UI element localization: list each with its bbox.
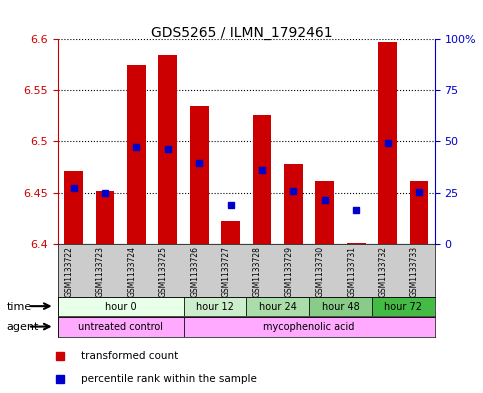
Bar <box>372 297 435 316</box>
Bar <box>158 55 177 244</box>
Text: hour 0: hour 0 <box>105 301 137 312</box>
Text: time: time <box>6 302 31 312</box>
Bar <box>378 42 397 244</box>
Text: agent: agent <box>6 322 39 332</box>
Text: mycophenolic acid: mycophenolic acid <box>263 322 355 332</box>
Text: GSM1133729: GSM1133729 <box>284 246 294 298</box>
Bar <box>96 191 114 244</box>
Text: GSM1133726: GSM1133726 <box>190 246 199 298</box>
Bar <box>64 171 83 244</box>
Bar <box>309 297 372 316</box>
Bar <box>184 317 435 337</box>
Text: GSM1133732: GSM1133732 <box>379 246 387 298</box>
Text: GSM1133730: GSM1133730 <box>316 246 325 298</box>
Text: GSM1133733: GSM1133733 <box>410 246 419 298</box>
Bar <box>190 106 209 244</box>
Bar <box>347 242 366 244</box>
Text: GSM1133731: GSM1133731 <box>347 246 356 298</box>
Bar <box>246 297 309 316</box>
Bar <box>58 297 184 316</box>
Text: GSM1133727: GSM1133727 <box>222 246 231 298</box>
Text: hour 48: hour 48 <box>322 301 359 312</box>
Bar <box>284 164 303 244</box>
Text: hour 12: hour 12 <box>196 301 234 312</box>
Text: percentile rank within the sample: percentile rank within the sample <box>81 374 257 384</box>
Text: GSM1133722: GSM1133722 <box>65 246 73 297</box>
Text: hour 24: hour 24 <box>259 301 297 312</box>
Bar <box>58 317 184 337</box>
Text: GSM1133728: GSM1133728 <box>253 246 262 297</box>
Text: GSM1133724: GSM1133724 <box>128 246 137 298</box>
Text: GSM1133723: GSM1133723 <box>96 246 105 298</box>
Text: untreated control: untreated control <box>78 322 163 332</box>
Text: transformed count: transformed count <box>81 351 178 361</box>
Bar <box>410 181 428 244</box>
Text: GDS5265 / ILMN_1792461: GDS5265 / ILMN_1792461 <box>151 26 332 40</box>
Bar <box>253 115 271 244</box>
Bar <box>221 221 240 244</box>
Text: GSM1133725: GSM1133725 <box>159 246 168 298</box>
Text: hour 72: hour 72 <box>384 301 422 312</box>
Bar <box>184 297 246 316</box>
Bar <box>127 65 146 244</box>
Bar <box>315 181 334 244</box>
